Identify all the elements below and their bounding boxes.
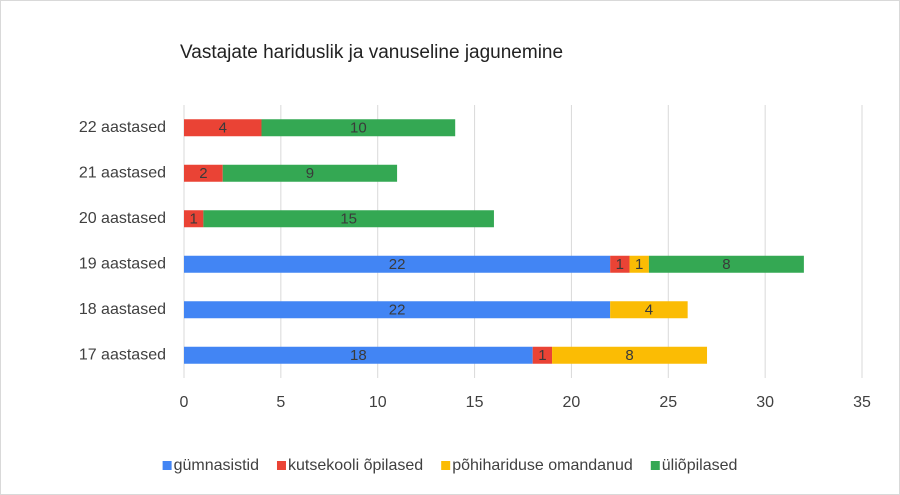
x-tick-label: 35: [853, 394, 871, 411]
data-label: 8: [625, 347, 633, 364]
x-tick-label: 20: [563, 394, 581, 411]
y-tick-label: 19 aastased: [79, 255, 166, 272]
bar-segment: [261, 119, 456, 137]
bar-segment: [184, 119, 262, 137]
bar-segment: [610, 301, 688, 319]
bar-segment: [184, 164, 223, 182]
bar-segment: [184, 346, 533, 364]
data-label: 22: [389, 256, 406, 273]
bar-segment: [552, 346, 708, 364]
data-label: 1: [635, 256, 643, 273]
bar-segment: [184, 210, 204, 228]
legend-swatch: [441, 461, 451, 470]
x-tick-label: 0: [180, 394, 189, 411]
data-label: 4: [219, 120, 227, 137]
legend-label: üliõpilased: [662, 457, 738, 474]
x-tick-label: 30: [756, 394, 774, 411]
y-tick-label: 22 aastased: [79, 119, 166, 136]
y-tick-label: 20 aastased: [79, 210, 166, 227]
chart-title: Vastajate hariduslik ja vanuseline jagun…: [180, 42, 563, 63]
bar-segment: [203, 210, 494, 228]
data-label: 4: [645, 302, 653, 319]
x-tick-label: 15: [466, 394, 484, 411]
data-label: 1: [538, 347, 546, 364]
bar-segment: [648, 255, 804, 273]
bar-segment: [184, 255, 611, 273]
bar-segment: [532, 346, 553, 364]
bar-segment: [629, 255, 649, 273]
legend-swatch: [162, 461, 172, 470]
data-label: 22: [389, 302, 406, 319]
legend-swatch: [276, 461, 286, 470]
bar-segment: [222, 164, 398, 182]
data-label: 10: [350, 120, 367, 137]
data-label: 1: [190, 211, 198, 228]
x-tick-label: 5: [276, 394, 285, 411]
data-label: 8: [722, 256, 730, 273]
legend-label: põhihariduse omandanud: [452, 457, 633, 474]
data-label: 1: [616, 256, 624, 273]
bar-segment: [184, 301, 611, 319]
bar-segment: [610, 255, 630, 273]
y-tick-label: 21 aastased: [79, 164, 166, 181]
x-tick-label: 25: [659, 394, 677, 411]
y-tick-label: 17 aastased: [79, 346, 166, 363]
legend-swatch: [650, 461, 660, 470]
y-tick-label: 18 aastased: [79, 301, 166, 318]
data-label: 18: [350, 347, 367, 364]
data-label: 9: [306, 165, 314, 182]
legend-label: gümnasistid: [174, 457, 259, 474]
data-label: 2: [199, 165, 207, 182]
legend-label: kutsekooli õpilased: [288, 457, 423, 474]
data-label: 15: [340, 211, 357, 228]
x-tick-label: 10: [369, 394, 387, 411]
